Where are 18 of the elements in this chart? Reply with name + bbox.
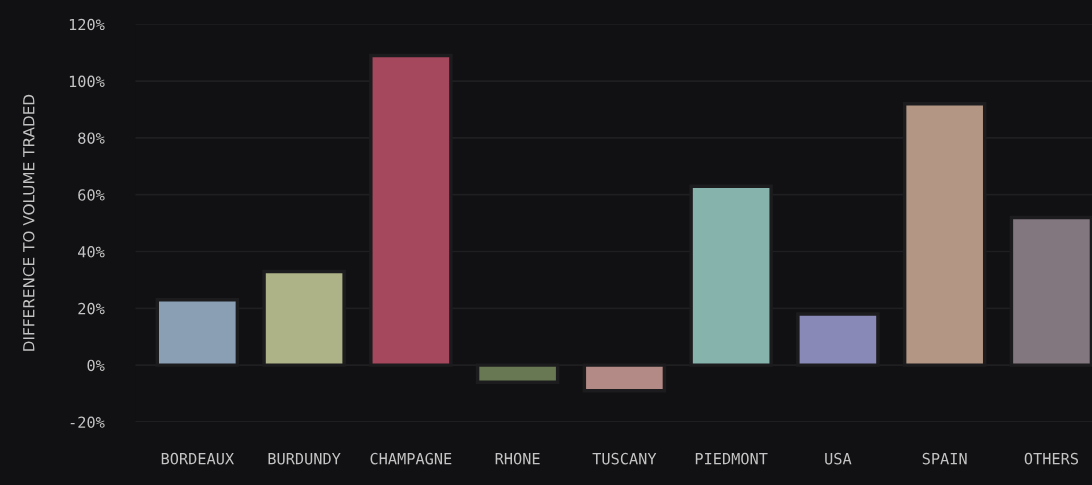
x-tick-label: RHONE [495,452,540,465]
y-tick-label: 120% [69,18,105,31]
x-tick-label: BURDUNDY [268,453,341,465]
y-tick-label: 40% [78,246,105,258]
x-tick-label: OTHERS [1024,452,1079,465]
y-axis-title: DIFFERENCE TO VOLUME TRADED [22,94,35,351]
x-tick-label: BORDEAUX [161,452,234,465]
y-tick-label: 0% [87,359,105,372]
x-tick-label: CHAMPAGNE [370,452,452,465]
y-tick-label: 100% [69,75,105,88]
y-tick-label: 60% [78,189,105,201]
x-tick-label: SPAIN [922,452,967,465]
y-tick-label: 80% [78,132,105,144]
x-tick-label: USA [825,452,852,465]
x-tick-label: PIEDMONT [695,452,768,465]
y-tick-label: -20% [70,416,105,429]
y-tick-label: 20% [78,302,105,315]
x-tick-label: TUSCANY [592,452,657,465]
